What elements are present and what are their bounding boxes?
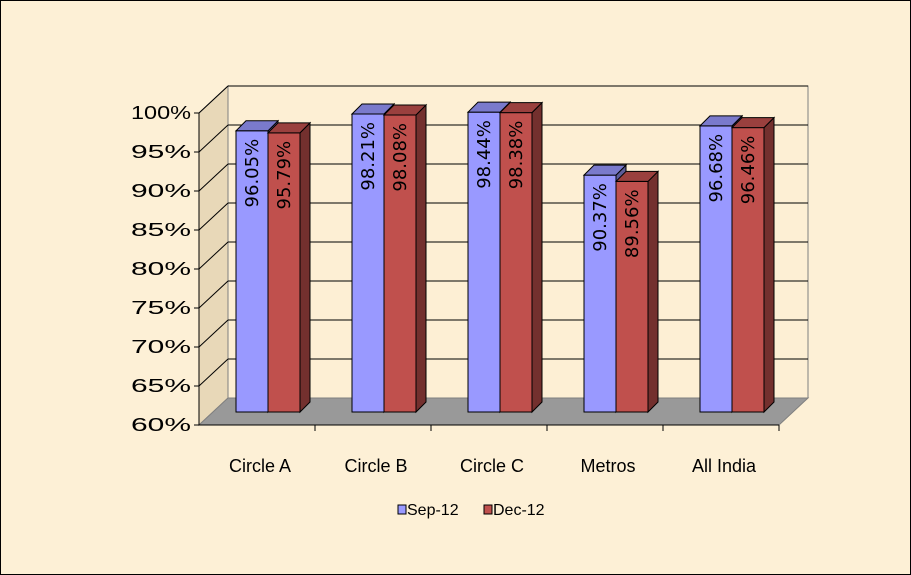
bar-top — [498, 102, 544, 114]
data-label: 96.68% — [706, 134, 727, 203]
data-label: 98.08% — [390, 123, 411, 192]
bar — [267, 132, 301, 413]
data-label: 98.44% — [474, 120, 495, 189]
legend-swatch — [397, 504, 407, 515]
bar-side — [415, 103, 427, 414]
x-tick-label: Circle A — [229, 456, 291, 476]
y-tick-label: 100% — [131, 103, 191, 123]
bars — [234, 100, 776, 414]
data-label: 90.37% — [590, 183, 611, 252]
data-label: 98.21% — [358, 122, 379, 191]
gridline-side — [198, 202, 229, 231]
bar-top — [582, 164, 628, 176]
x-tick-label: Circle B — [344, 456, 407, 476]
bar-top — [234, 120, 280, 132]
bar — [499, 112, 533, 413]
bar-side — [531, 101, 543, 414]
bar-side — [299, 121, 311, 414]
gridline-side — [198, 358, 229, 387]
y-tick-label: 80% — [131, 259, 191, 279]
gridline-side — [198, 124, 229, 153]
axes: 60% 65% 70% 75% 80% 85% 90% 95% 100% Circle A Circ… — [131, 103, 780, 476]
bar-top — [382, 104, 428, 116]
y-tick-label: 70% — [131, 337, 191, 357]
bar-top — [266, 122, 312, 134]
bar — [583, 174, 617, 413]
bar — [731, 127, 765, 413]
gridline-side — [198, 85, 229, 114]
bar — [383, 114, 417, 413]
legend-label: Dec-12 — [493, 502, 545, 519]
x-tick-label: Circle C — [460, 456, 524, 476]
bar-side — [763, 116, 775, 414]
gridline-side — [198, 163, 229, 192]
x-tick-label: Metros — [580, 456, 635, 476]
gridline-side — [198, 241, 229, 270]
data-labels: 96.05% 95.79% 98.21% 98.08% 98.44% 98.38% 90.3… — [242, 120, 759, 258]
data-label: 89.56% — [622, 189, 643, 258]
gridline-side — [198, 280, 229, 309]
bar — [351, 113, 385, 413]
legend-swatch — [483, 504, 493, 515]
y-tick-label: 65% — [131, 376, 191, 396]
x-tick-label: All India — [692, 456, 757, 476]
data-label: 95.79% — [274, 141, 295, 210]
y-tick-label: 85% — [131, 220, 191, 240]
bar — [235, 130, 269, 413]
bar-side — [647, 170, 659, 414]
y-tick-label: 90% — [131, 181, 191, 201]
data-label: 96.05% — [242, 139, 263, 208]
bar-top — [614, 170, 660, 182]
gridline-side — [198, 319, 229, 348]
bar — [615, 180, 649, 413]
legend-label: Sep-12 — [407, 502, 459, 519]
bar — [467, 111, 501, 413]
y-tick-label: 95% — [131, 142, 191, 162]
y-tick-label: 75% — [131, 298, 191, 318]
data-label: 98.38% — [506, 121, 527, 190]
bar-top — [698, 115, 744, 127]
bar-top — [350, 103, 396, 115]
legend: Sep-12 Dec-12 — [397, 502, 545, 519]
data-label: 96.46% — [738, 136, 759, 205]
y-tick-label: 60% — [131, 415, 191, 435]
bar-top — [730, 117, 776, 129]
